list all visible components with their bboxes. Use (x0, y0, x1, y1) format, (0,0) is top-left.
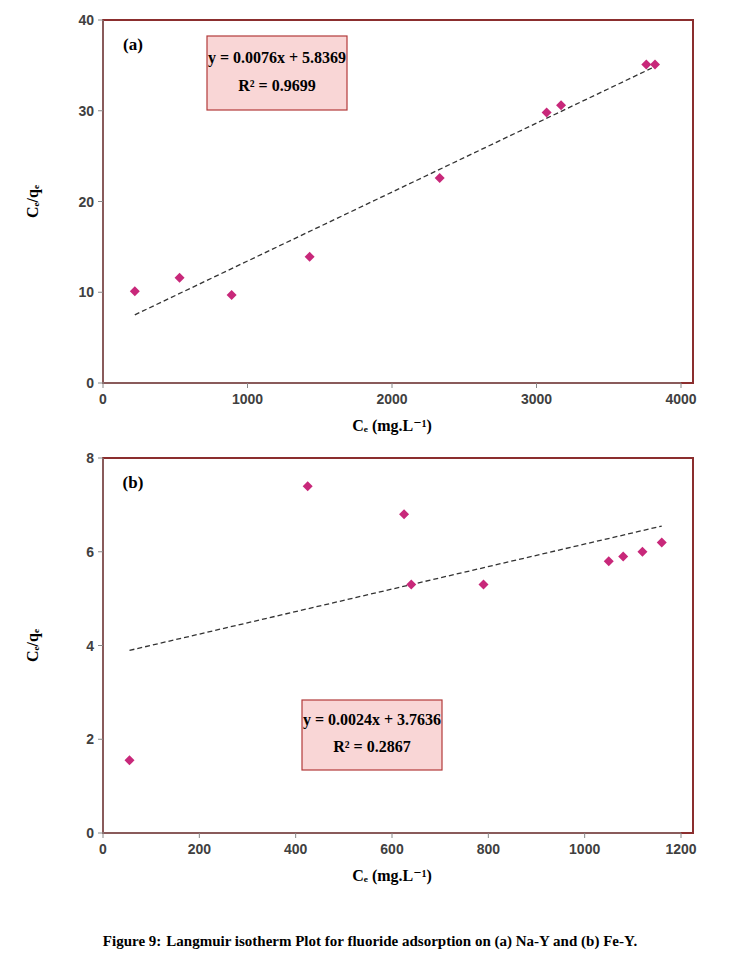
x-tick (199, 833, 200, 838)
x-tick (488, 833, 489, 838)
caption-text: Langmuir isotherm Plot for fluoride adso… (166, 933, 637, 950)
panel: 0 200 400 600 800 1000 1200 0 2 4 6 8 Cₑ (mg.L⁻¹) Cₑ/… (24, 450, 697, 885)
x-tick (392, 833, 393, 838)
data-point (618, 551, 628, 561)
data-point (399, 509, 409, 519)
x-axis-label: Cₑ (mg.L⁻¹) (352, 417, 432, 435)
data-point (303, 481, 313, 491)
r-squared-label: R² = 0.2867 (333, 738, 410, 755)
x-tick-label: 800 (477, 841, 501, 857)
x-tick (681, 383, 682, 388)
y-tick (98, 292, 103, 293)
x-tick-label: 1000 (569, 841, 600, 857)
y-tick (98, 383, 103, 384)
x-tick (103, 833, 104, 838)
x-tick-label: 1000 (232, 391, 263, 407)
y-axis-label: Cₑ/qₑ (24, 185, 42, 218)
x-tick (681, 833, 682, 838)
y-tick (98, 645, 103, 646)
panel-label: (a) (123, 35, 143, 54)
data-point (435, 173, 445, 183)
y-tick-label: 6 (86, 544, 94, 560)
data-point (479, 580, 489, 590)
y-tick (98, 110, 103, 111)
y-tick (98, 551, 103, 552)
figure: 01000200030004000010203040Cₑ (mg.L⁻¹)Cₑ/… (0, 0, 741, 964)
data-point (650, 59, 660, 69)
x-tick-label: 0 (99, 391, 107, 407)
x-tick (536, 383, 537, 388)
y-tick-label: 30 (78, 103, 94, 119)
x-tick (103, 383, 104, 388)
data-point (406, 580, 416, 590)
x-tick-label: 600 (380, 841, 404, 857)
y-tick-label: 2 (86, 731, 94, 747)
y-tick (98, 458, 103, 459)
x-tick (295, 833, 296, 838)
equation-box (302, 700, 442, 770)
trendline (129, 526, 661, 650)
data-point (542, 108, 552, 118)
x-tick (392, 383, 393, 388)
trendline-equation: y = 0.0076x + 5.8369 (208, 49, 346, 67)
r-squared-label: R² = 0.9699 (238, 77, 315, 94)
y-tick (98, 833, 103, 834)
data-point (124, 755, 134, 765)
x-tick-label: 2000 (376, 391, 407, 407)
x-tick-label: 0 (99, 841, 107, 857)
data-point (637, 547, 647, 557)
equation-box (207, 36, 347, 110)
plot-frame (103, 20, 693, 383)
data-point (604, 556, 614, 566)
data-point (227, 290, 237, 300)
x-tick (247, 383, 248, 388)
y-tick (98, 20, 103, 21)
panel-label: (b) (123, 473, 144, 492)
y-tick-label: 40 (78, 12, 94, 28)
x-tick-label: 400 (284, 841, 308, 857)
data-point (657, 537, 667, 547)
x-axis-label: Cₑ (mg.L⁻¹) (352, 867, 432, 885)
plot-frame (103, 458, 693, 833)
y-tick-label: 20 (78, 194, 94, 210)
y-tick-label: 10 (78, 284, 94, 300)
x-tick-label: 4000 (665, 391, 696, 407)
trendline-equation: y = 0.0024x + 3.7636 (303, 711, 441, 729)
caption: Figure 9: Langmuir isotherm Plot for fluo… (103, 933, 638, 950)
y-axis-label: Cₑ/qₑ (24, 629, 42, 662)
data-layer (124, 481, 666, 765)
y-tick (98, 739, 103, 740)
y-tick-label: 8 (86, 450, 94, 466)
x-tick (584, 833, 585, 838)
x-tick-label: 3000 (521, 391, 552, 407)
data-point (130, 286, 140, 296)
x-tick-label: 1200 (665, 841, 696, 857)
y-tick-label: 4 (86, 638, 94, 654)
data-point (175, 273, 185, 283)
data-point (305, 252, 315, 262)
y-tick (98, 201, 103, 202)
panel: 0 1000 2000 3000 4000 0 10 20 30 40 Cₑ (mg.L⁻¹) Cₑ/… (24, 12, 697, 435)
data-point (641, 59, 651, 69)
y-tick-label: 0 (86, 375, 94, 391)
x-tick-label: 200 (188, 841, 212, 857)
background (0, 0, 741, 964)
y-tick-label: 0 (86, 825, 94, 841)
caption-label: Figure 9: (103, 933, 161, 949)
data-point (556, 100, 566, 110)
